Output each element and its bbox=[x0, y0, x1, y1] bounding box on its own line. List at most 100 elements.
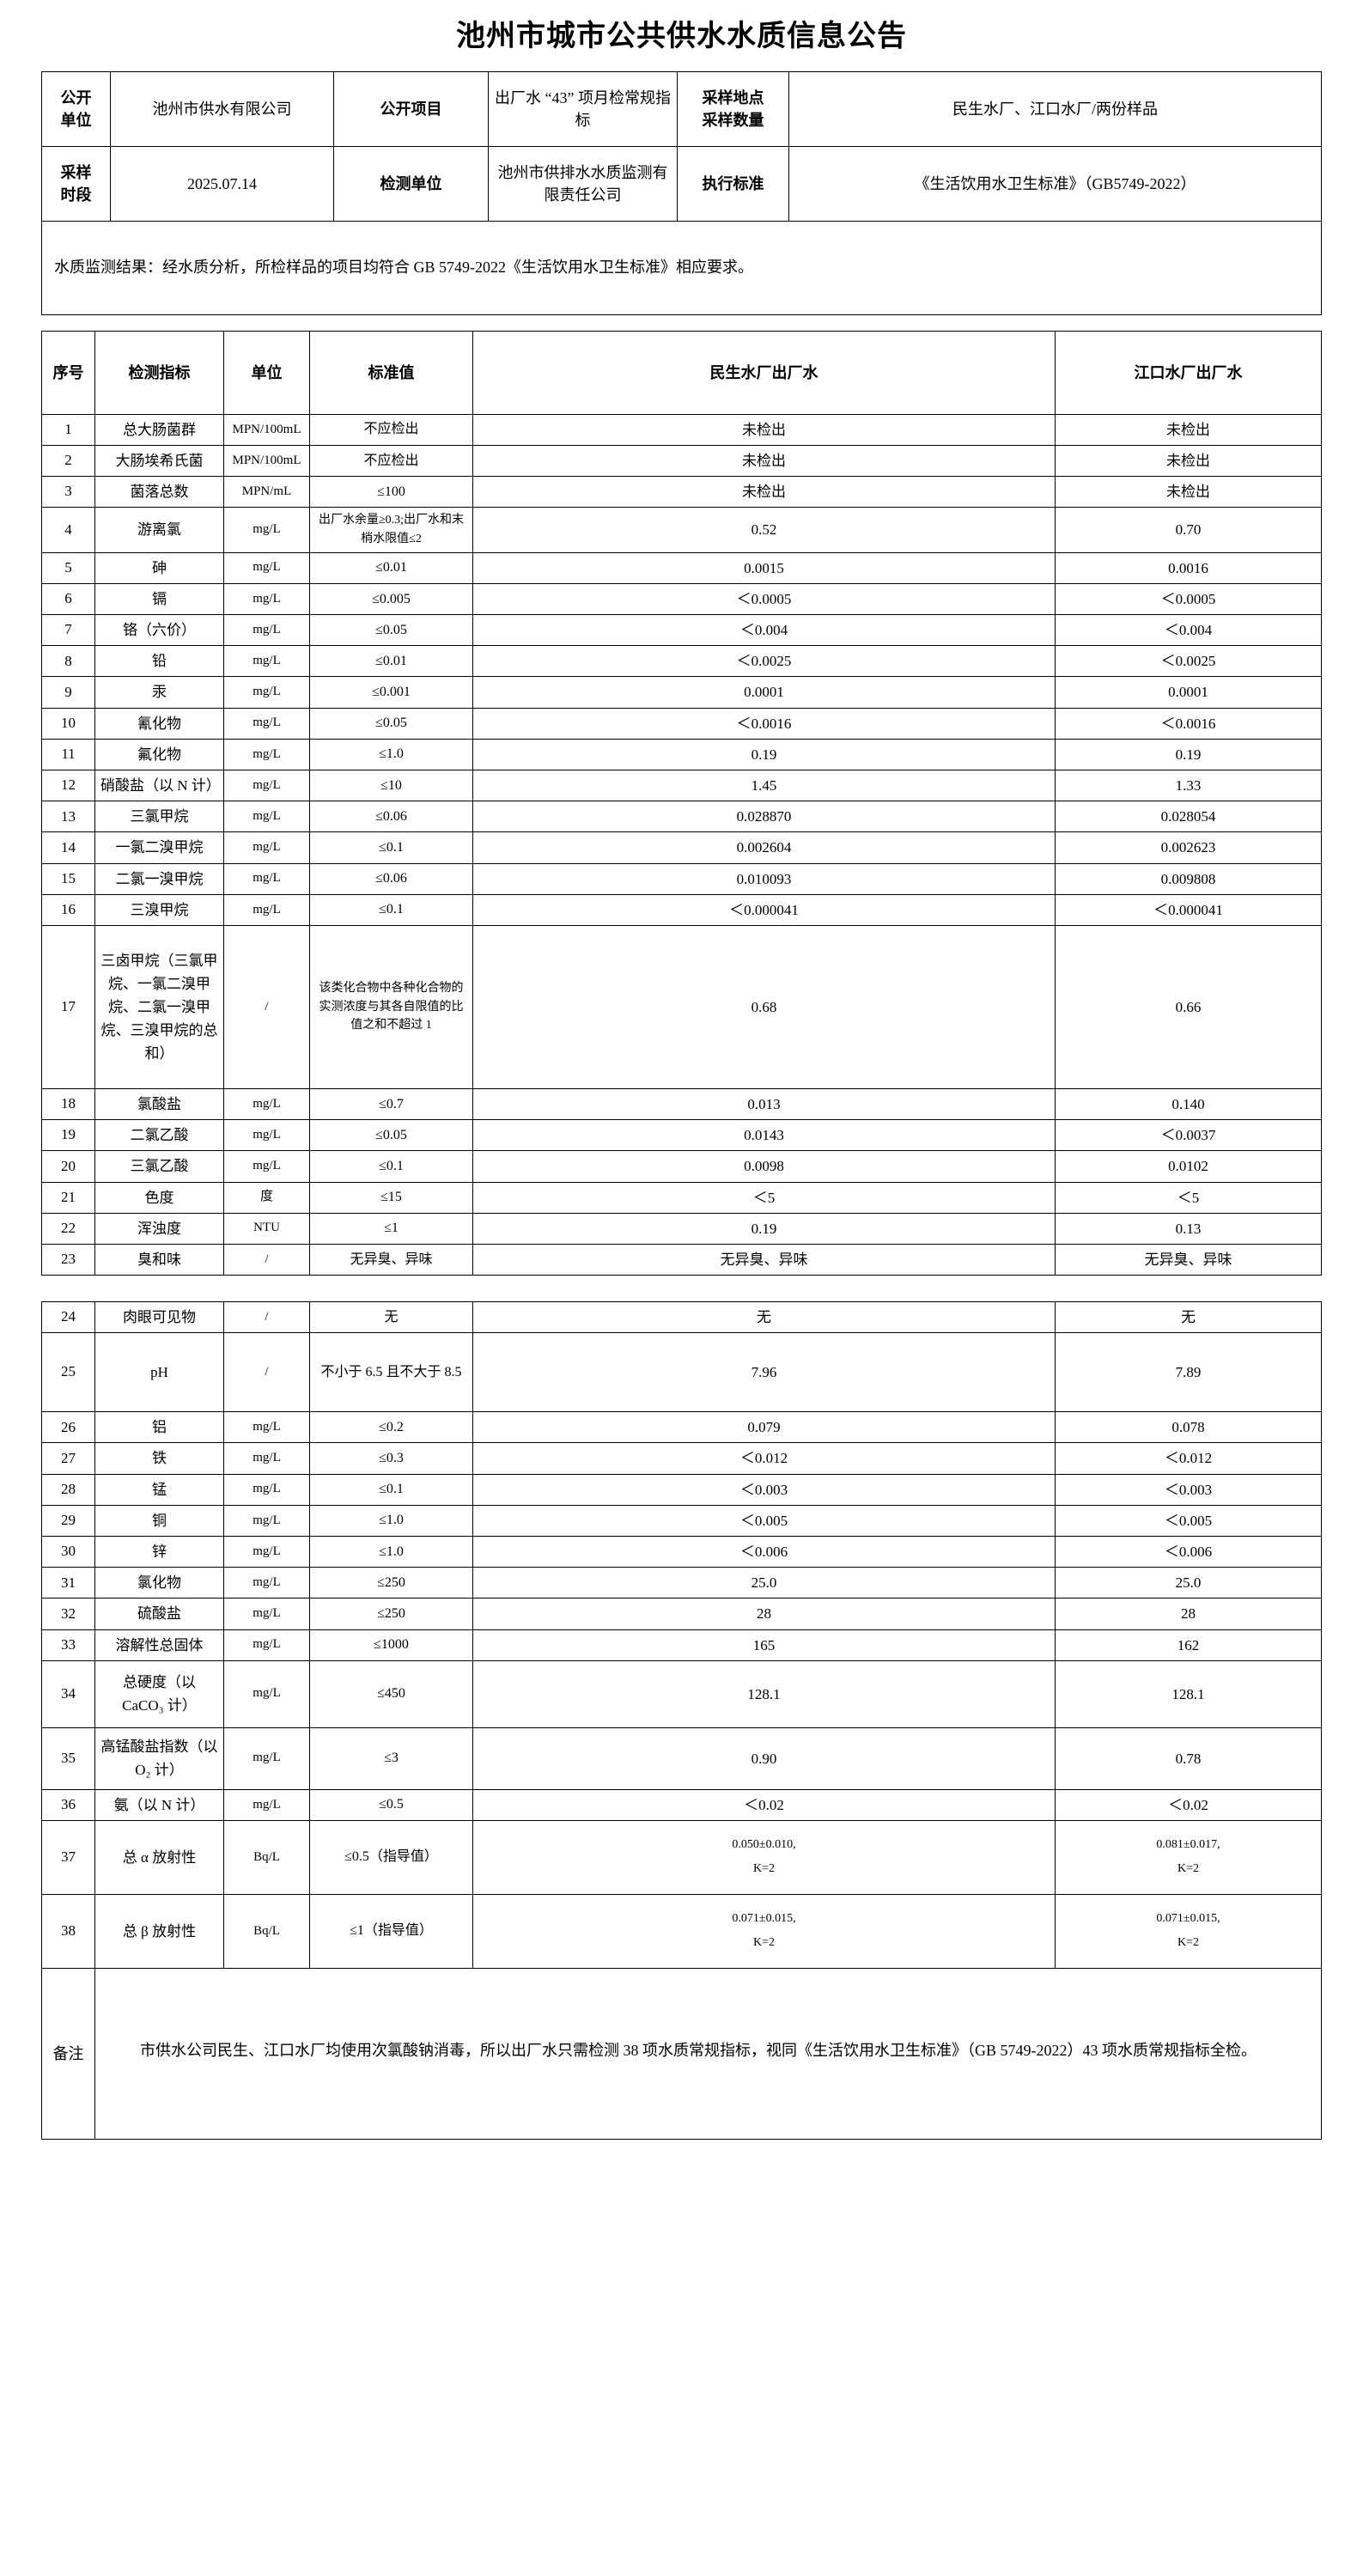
remark-section: 备注 市供水公司民生、江口水厂均使用次氯酸钠消毒，所以出厂水只需检测 38 项水… bbox=[41, 1967, 1322, 2140]
cell-standard: 出厂水余量≥0.3;出厂水和末梢水限值≤2 bbox=[309, 507, 473, 553]
cell-indicator: 铅 bbox=[94, 645, 224, 678]
table-row: 12 硝酸盐（以 N 计） mg/L ≤10 1.45 1.33 bbox=[41, 770, 1322, 802]
cell-jiangkou-value: 0.002623 bbox=[1055, 831, 1322, 864]
cell-indicator: 总 α 放射性 bbox=[94, 1819, 224, 1895]
cell-jiangkou-value: 0.70 bbox=[1055, 507, 1322, 553]
cell-jiangkou-value: 0.081±0.017, K=2 bbox=[1055, 1819, 1322, 1895]
cell-index: 14 bbox=[41, 831, 95, 864]
cell-indicator: 氨（以 N 计） bbox=[94, 1788, 224, 1821]
cell-minsheng-value: ＜0.006 bbox=[472, 1536, 1056, 1568]
cell-minsheng-value: 无异臭、异味 bbox=[472, 1243, 1056, 1276]
cell-index: 34 bbox=[41, 1659, 95, 1728]
cell-index: 19 bbox=[41, 1119, 95, 1152]
col-header-indicator: 检测指标 bbox=[94, 330, 224, 415]
cell-index: 17 bbox=[41, 924, 95, 1089]
cell-indicator: 三氯甲烷 bbox=[94, 801, 224, 833]
table-row: 36 氨（以 N 计） mg/L ≤0.5 ＜0.02 ＜0.02 bbox=[41, 1788, 1322, 1821]
cell-index: 33 bbox=[41, 1629, 95, 1661]
cell-unit: mg/L bbox=[223, 1473, 310, 1506]
cell-unit: mg/L bbox=[223, 1536, 310, 1568]
cell-unit: / bbox=[223, 1301, 310, 1334]
remark-label: 备注 bbox=[41, 1967, 95, 2140]
cell-minsheng-value: 0.90 bbox=[472, 1726, 1056, 1790]
label-sampling-period: 采样 时段 bbox=[41, 145, 111, 222]
cell-jiangkou-value: 0.071±0.015, K=2 bbox=[1055, 1893, 1322, 1969]
cell-unit: mg/L bbox=[223, 1119, 310, 1152]
cell-standard: ≤0.01 bbox=[309, 645, 473, 678]
cell-unit: MPN/mL bbox=[223, 476, 310, 509]
cell-minsheng-value: ＜0.003 bbox=[472, 1473, 1056, 1506]
cell-unit: mg/L bbox=[223, 707, 310, 740]
cell-index: 18 bbox=[41, 1087, 95, 1121]
cell-indicator: 砷 bbox=[94, 551, 224, 584]
table-row: 2 大肠埃希氏菌 MPN/100mL 不应检出 未检出 未检出 bbox=[41, 444, 1322, 478]
results-table-part2: 24 肉眼可见物 / 无无无 25 pH / 不小于 6.5 且不大于 8.5 7.96 7.89… bbox=[41, 1301, 1322, 2140]
cell-index: 35 bbox=[41, 1726, 95, 1790]
cell-jiangkou-value: 0.66 bbox=[1055, 924, 1322, 1089]
cell-index: 10 bbox=[41, 707, 95, 740]
cell-index: 5 bbox=[41, 551, 95, 584]
cell-index: 11 bbox=[41, 738, 95, 771]
table-row: 7 铬（六价） mg/L ≤0.05 ＜0.004 ＜0.004 bbox=[41, 614, 1322, 647]
cell-indicator: 二氯乙酸 bbox=[94, 1119, 224, 1152]
cell-minsheng-value: 0.52 bbox=[472, 507, 1056, 553]
cell-minsheng-value: 0.68 bbox=[472, 924, 1056, 1089]
monitoring-result-notice: 水质监测结果：经水质分析，所检样品的项目均符合 GB 5749-2022《生活饮… bbox=[41, 220, 1322, 315]
cell-jiangkou-value: 162 bbox=[1055, 1629, 1322, 1661]
value-publish-unit: 池州市供水有限公司 bbox=[110, 70, 334, 147]
table-row: 23 臭和味 / 无异臭、异味 无异臭、异味 无异臭、异味 bbox=[41, 1243, 1322, 1276]
cell-jiangkou-value: 0.78 bbox=[1055, 1726, 1322, 1790]
cell-indicator: 一氯二溴甲烷 bbox=[94, 831, 224, 864]
cell-index: 31 bbox=[41, 1567, 95, 1599]
cell-jiangkou-value: 0.13 bbox=[1055, 1212, 1322, 1245]
cell-minsheng-value: ＜0.0025 bbox=[472, 645, 1056, 678]
cell-unit: Bq/L bbox=[223, 1819, 310, 1895]
table-row: 10 氰化物 mg/L ≤0.05 ＜0.0016 ＜0.0016 bbox=[41, 707, 1322, 740]
cell-unit: mg/L bbox=[223, 1567, 310, 1599]
table-row: 3 菌落总数 MPN/mL ≤100 未检出 未检出 bbox=[41, 476, 1322, 509]
cell-minsheng-value: ＜0.004 bbox=[472, 614, 1056, 647]
cell-indicator: 铜 bbox=[94, 1504, 224, 1538]
cell-minsheng-value: 未检出 bbox=[472, 444, 1056, 478]
cell-index: 6 bbox=[41, 582, 95, 616]
cell-standard: ≤0.7 bbox=[309, 1087, 473, 1121]
cell-indicator: 铝 bbox=[94, 1411, 224, 1444]
cell-indicator: 铬（六价） bbox=[94, 614, 224, 647]
cell-jiangkou-value: 7.89 bbox=[1055, 1332, 1322, 1413]
label-publish-item: 公开项目 bbox=[333, 70, 489, 147]
cell-index: 8 bbox=[41, 645, 95, 678]
cell-standard: ≤450 bbox=[309, 1659, 473, 1728]
col-header-index: 序号 bbox=[41, 330, 95, 415]
cell-index: 22 bbox=[41, 1212, 95, 1245]
table-row: 29 铜 mg/L ≤1.0 ＜0.005 ＜0.005 bbox=[41, 1504, 1322, 1538]
cell-index: 23 bbox=[41, 1243, 95, 1276]
cell-minsheng-value: 0.028870 bbox=[472, 801, 1056, 833]
cell-minsheng-value: ＜0.02 bbox=[472, 1788, 1056, 1821]
cell-index: 12 bbox=[41, 770, 95, 802]
cell-minsheng-value: 0.0098 bbox=[472, 1150, 1056, 1183]
cell-standard: ≤0.05 bbox=[309, 1119, 473, 1152]
cell-index: 28 bbox=[41, 1473, 95, 1506]
cell-standard: ≤15 bbox=[309, 1181, 473, 1214]
table-row: 21 色度度 ≤15 ＜5 ＜5 bbox=[41, 1181, 1322, 1214]
cell-index: 15 bbox=[41, 862, 95, 895]
cell-indicator: 溶解性总固体 bbox=[94, 1629, 224, 1661]
label-testing-unit: 检测单位 bbox=[333, 145, 489, 222]
cell-index: 2 bbox=[41, 444, 95, 478]
cell-jiangkou-value: 0.19 bbox=[1055, 738, 1322, 771]
cell-minsheng-value: 128.1 bbox=[472, 1659, 1056, 1728]
cell-jiangkou-value: ＜0.0016 bbox=[1055, 707, 1322, 740]
table-row: 15 二氯一溴甲烷 mg/L ≤0.06 0.010093 0.009808 bbox=[41, 862, 1322, 895]
cell-minsheng-value: ＜0.0005 bbox=[472, 582, 1056, 616]
cell-standard: ≤0.5 bbox=[309, 1788, 473, 1821]
cell-standard: ≤1.0 bbox=[309, 1504, 473, 1538]
table-row: 33 溶解性总固体 mg/L ≤1000 165 162 bbox=[41, 1629, 1322, 1661]
cell-minsheng-value: 0.010093 bbox=[472, 862, 1056, 895]
table-row: 26 铝 mg/L ≤0.2 0.079 0.078 bbox=[41, 1411, 1322, 1444]
cell-indicator: 汞 bbox=[94, 676, 224, 709]
cell-indicator: 硝酸盐（以 N 计） bbox=[94, 770, 224, 802]
cell-indicator: 总硬度（以 CaCO₃ 计） bbox=[94, 1659, 224, 1728]
cell-jiangkou-value: 未检出 bbox=[1055, 413, 1322, 446]
cell-unit: mg/L bbox=[223, 582, 310, 616]
cell-minsheng-value: 0.071±0.015, K=2 bbox=[472, 1893, 1056, 1969]
